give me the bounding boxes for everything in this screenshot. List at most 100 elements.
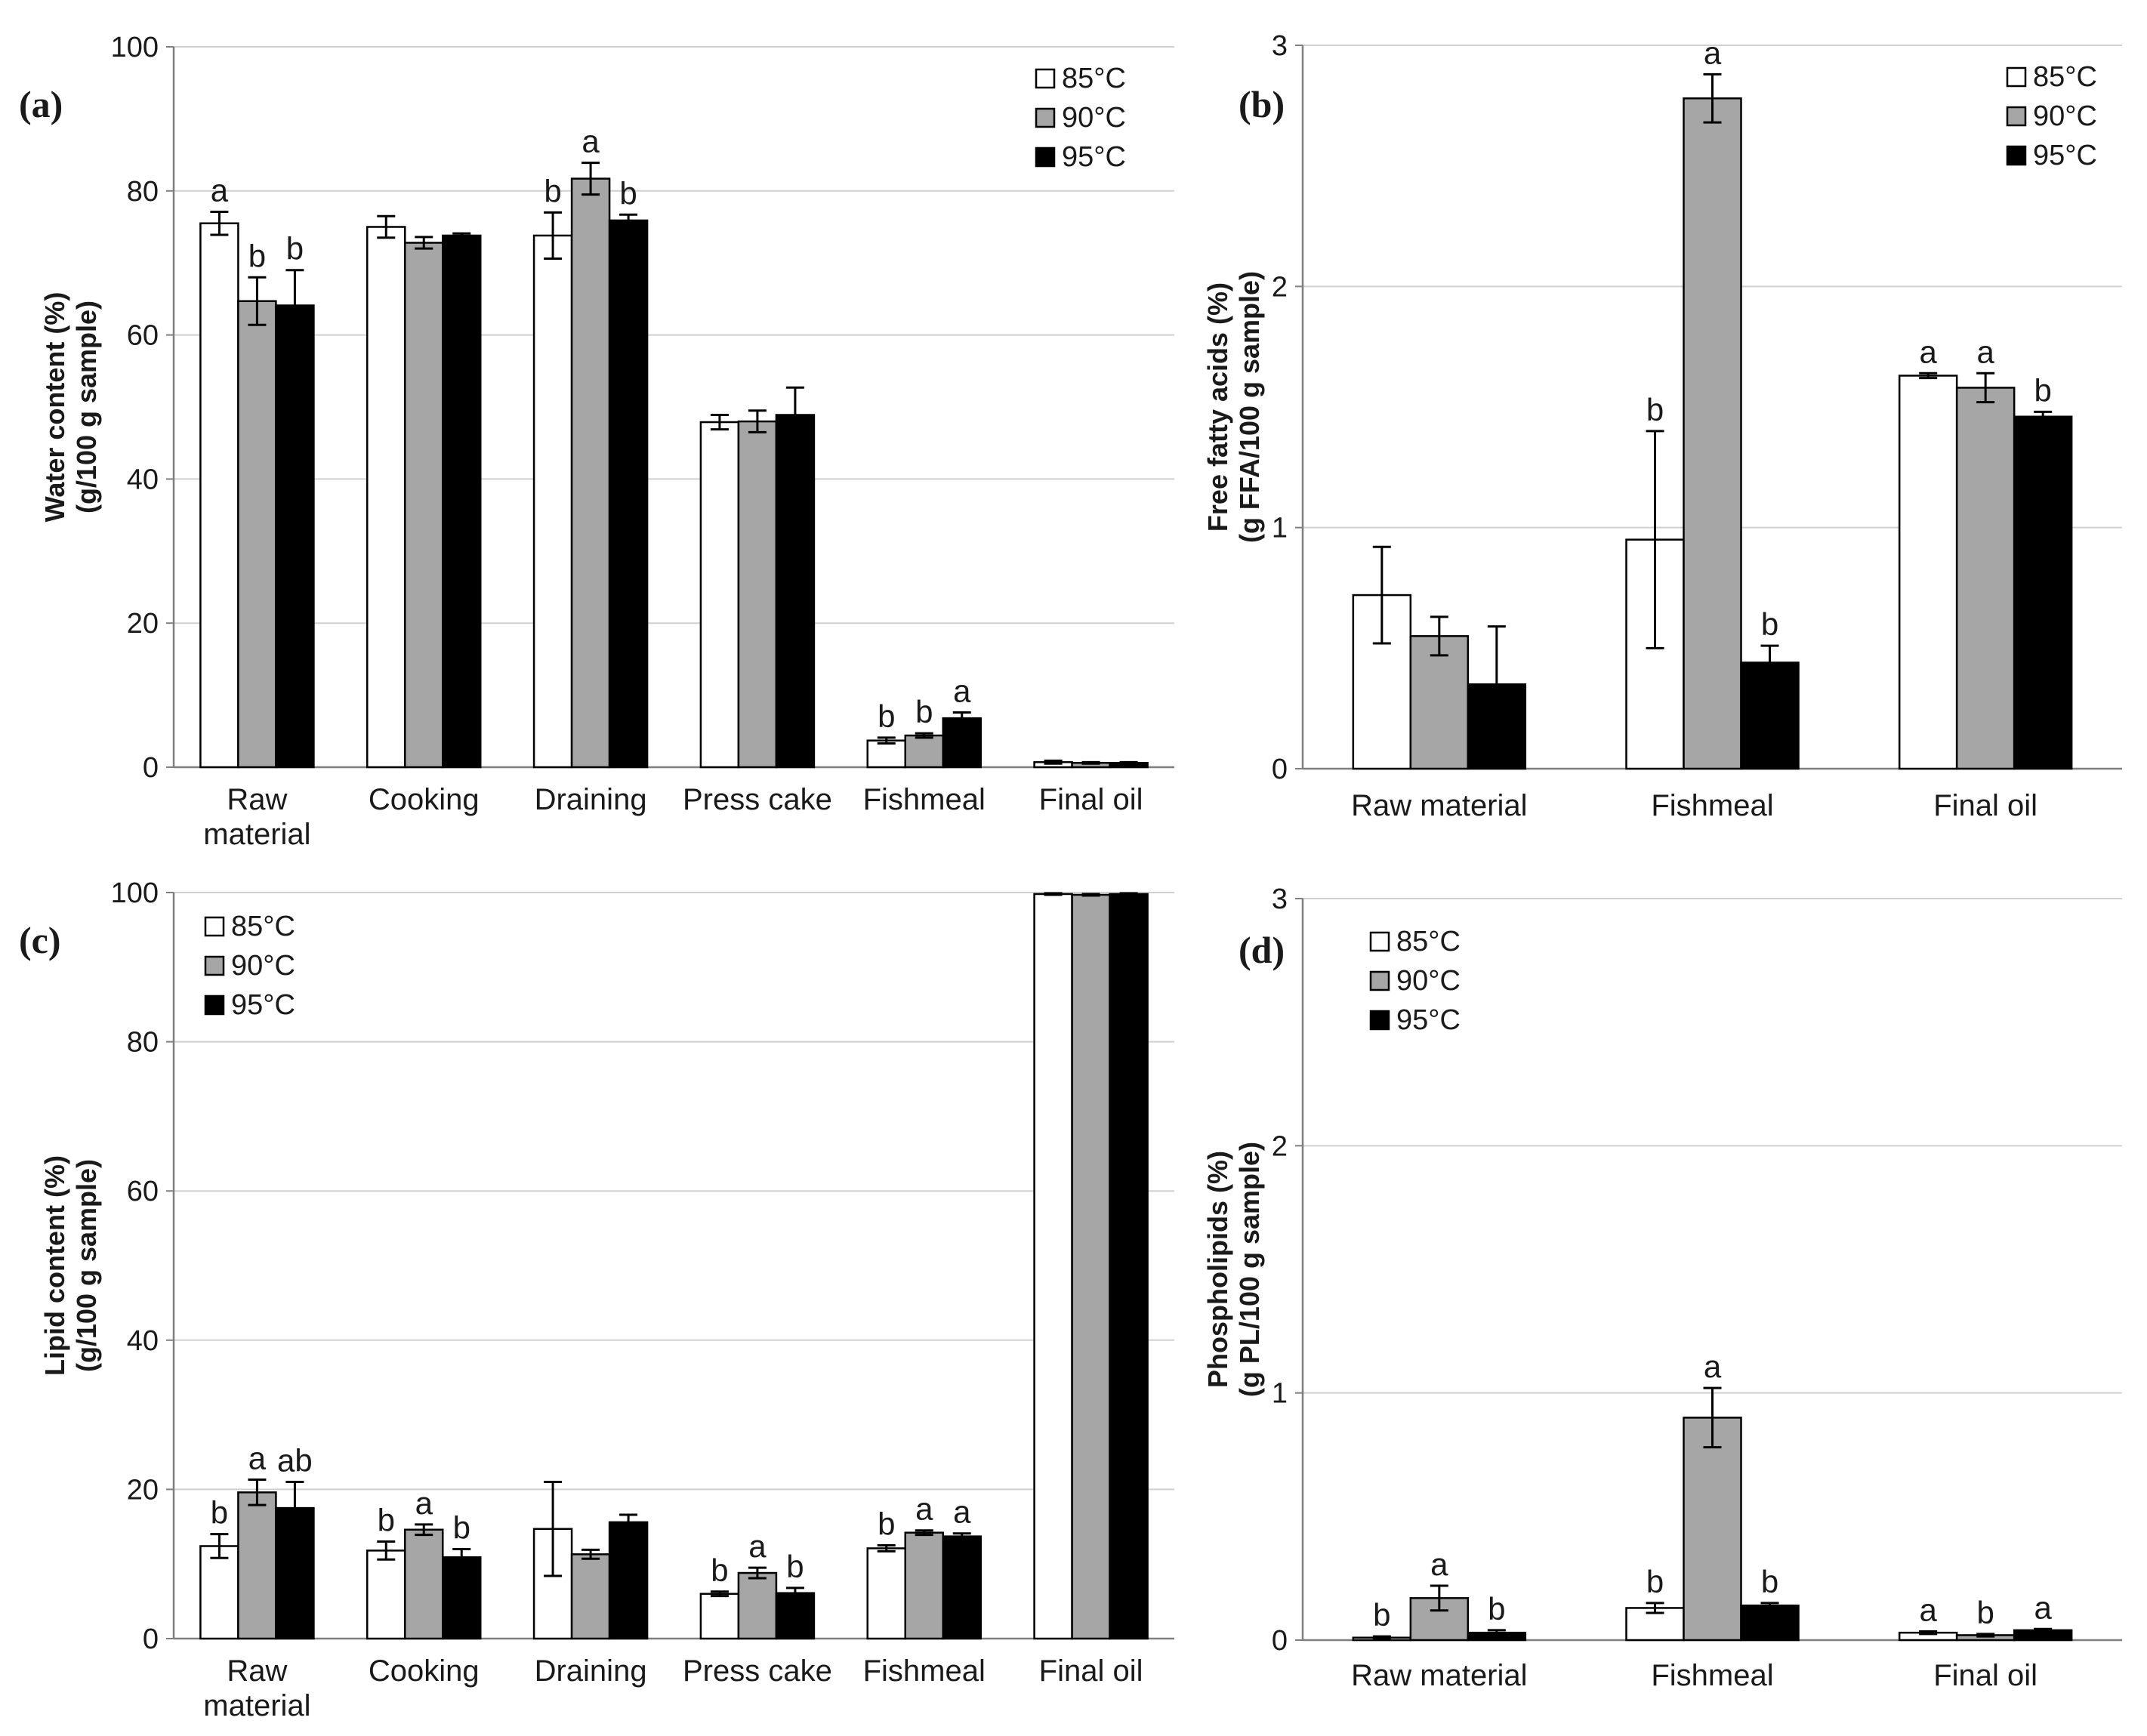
legend-swatch-95-c bbox=[1369, 1010, 1390, 1031]
significance-label: a bbox=[415, 1485, 433, 1521]
error-bar-a-raw-material-90-c bbox=[248, 276, 267, 326]
x-category-label-raw-material: Raw material bbox=[203, 1654, 310, 1722]
y-tick-label: 1 bbox=[1272, 1378, 1288, 1410]
error-bar-c-final-oil-85-c bbox=[1044, 892, 1063, 896]
x-category-label-draining: Draining bbox=[535, 783, 647, 816]
significance-label: b bbox=[453, 1509, 470, 1545]
error-bar-a-raw-material-85-c bbox=[210, 210, 229, 236]
y-tick-label: 0 bbox=[143, 752, 159, 784]
x-category-label-cooking: Cooking bbox=[369, 1654, 480, 1688]
x-category-label-fishmeal: Fishmeal bbox=[863, 783, 986, 816]
significance-label: b bbox=[378, 1503, 395, 1538]
x-category-label-raw-material: Raw material bbox=[203, 783, 310, 851]
error-bar-d-fishmeal-85-c bbox=[1646, 1602, 1664, 1614]
y-axis-title-line1: Water content (%) bbox=[39, 292, 70, 523]
legend-swatch-95-c bbox=[2006, 145, 2027, 166]
significance-label: a bbox=[1704, 35, 1722, 70]
legend-c: 85°C 90°C 95°C bbox=[204, 911, 295, 1021]
significance-label: a bbox=[248, 1441, 267, 1476]
bar-a-cooking-90-c bbox=[404, 242, 444, 769]
bar-a-draining-85-c bbox=[532, 234, 573, 769]
bar-b-final-oil-95-c bbox=[2013, 415, 2073, 770]
bar-a-raw-material-90-c bbox=[237, 300, 277, 769]
error-bar-c-raw-material-85-c bbox=[210, 1533, 229, 1559]
error-bar-c-final-oil-95-c bbox=[1119, 892, 1138, 896]
y-tick-label: 20 bbox=[127, 608, 159, 640]
error-bar-d-final-oil-95-c bbox=[2034, 1627, 2053, 1633]
significance-label: a bbox=[1919, 334, 1937, 369]
significance-label: a bbox=[211, 172, 229, 208]
bar-a-fishmeal-85-c bbox=[866, 739, 906, 769]
x-category-label-fishmeal: Fishmeal bbox=[1651, 1659, 1773, 1692]
error-bar-c-raw-material-95-c bbox=[285, 1481, 304, 1536]
error-bar-d-fishmeal-90-c bbox=[1703, 1386, 1722, 1449]
error-bar-b-raw-material-85-c bbox=[1372, 545, 1391, 645]
error-bar-c-fishmeal-85-c bbox=[877, 1544, 896, 1553]
chart-panel-c: 0 20 40 60 80 100 (c) Lipid content (%) (g/100 g… bbox=[19, 877, 1174, 1722]
y-tick-label: 40 bbox=[127, 464, 159, 495]
legend-swatch-95-c bbox=[1035, 146, 1056, 168]
significance-label: a bbox=[915, 1491, 933, 1527]
error-bar-d-raw-material-95-c bbox=[1487, 1629, 1506, 1636]
significance-label: b bbox=[248, 238, 266, 273]
legend-swatch-85-c bbox=[204, 916, 225, 937]
error-bar-a-draining-85-c bbox=[544, 211, 563, 260]
error-bar-a-cooking-85-c bbox=[377, 214, 396, 239]
legend-label-90-c: 90°C bbox=[1062, 102, 1126, 134]
x-category-label-final-oil: Final oil bbox=[1933, 789, 2037, 822]
legend-label-85-c: 85°C bbox=[1396, 926, 1461, 957]
chart-panel-b: 0 1 2 3 (b) Free fatty acids (%) (g FFA/100 g … bbox=[1202, 30, 2122, 822]
legend-swatch-90-c bbox=[204, 955, 225, 976]
x-category-label-raw-material: Raw material bbox=[1351, 789, 1527, 822]
legend-swatch-85-c bbox=[1035, 68, 1056, 89]
bar-c-cooking-95-c bbox=[442, 1556, 482, 1640]
bar-a-press-cake-85-c bbox=[699, 421, 740, 769]
bar-d-fishmeal-90-c bbox=[1683, 1417, 1742, 1642]
x-category-label-final-oil: Final oil bbox=[1933, 1659, 2037, 1692]
error-bar-a-draining-95-c bbox=[619, 213, 638, 228]
x-category-label-cooking: Cooking bbox=[369, 783, 480, 816]
significance-label: a bbox=[2034, 1590, 2052, 1625]
legend-swatch-85-c bbox=[1369, 931, 1390, 952]
y-axis-title-line2: (g FFA/100 g sample) bbox=[1234, 271, 1265, 543]
error-bar-a-cooking-90-c bbox=[415, 236, 433, 250]
error-bar-a-draining-90-c bbox=[581, 162, 600, 196]
bar-c-press-cake-85-c bbox=[699, 1593, 740, 1640]
y-axis-title-line1: Free fatty acids (%) bbox=[1202, 282, 1233, 532]
error-bar-d-fishmeal-95-c bbox=[1760, 1602, 1779, 1609]
legend-label-95-c: 95°C bbox=[2033, 140, 2097, 171]
significance-label: b bbox=[619, 175, 637, 211]
bar-c-draining-95-c bbox=[608, 1521, 649, 1640]
error-bar-a-press-cake-95-c bbox=[785, 386, 804, 444]
error-bar-d-raw-material-85-c bbox=[1372, 1635, 1391, 1640]
x-category-label-press-cake: Press cake bbox=[683, 1654, 832, 1688]
bar-a-cooking-95-c bbox=[442, 234, 482, 769]
bar-c-final-oil-85-c bbox=[1033, 893, 1073, 1640]
y-axis-title-line2: (g/100 g sample) bbox=[71, 301, 102, 513]
panel-label: (d) bbox=[1239, 929, 1285, 971]
significance-label: a bbox=[1430, 1546, 1448, 1582]
panel-label: (b) bbox=[1239, 83, 1285, 125]
significance-label: a bbox=[748, 1528, 767, 1564]
legend-label-85-c: 85°C bbox=[2033, 61, 2097, 93]
error-bar-c-press-cake-95-c bbox=[785, 1586, 804, 1600]
legend-label-90-c: 90°C bbox=[2033, 100, 2097, 132]
error-bar-c-fishmeal-90-c bbox=[915, 1529, 933, 1537]
bar-a-draining-90-c bbox=[570, 177, 611, 769]
legend-label-85-c: 85°C bbox=[231, 911, 295, 942]
legend-a: 85°C 90°C 95°C bbox=[1035, 63, 1126, 173]
significance-label: b bbox=[2034, 372, 2051, 408]
y-tick-label: 100 bbox=[111, 877, 159, 909]
bar-b-fishmeal-90-c bbox=[1683, 97, 1742, 770]
significance-label: b bbox=[1646, 392, 1664, 427]
x-category-label-fishmeal: Fishmeal bbox=[863, 1654, 986, 1688]
legend-swatch-90-c bbox=[2006, 106, 2027, 127]
legend-b: 85°C 90°C 95°C bbox=[2006, 61, 2097, 171]
bar-c-press-cake-95-c bbox=[775, 1592, 816, 1640]
significance-label: b bbox=[1761, 1564, 1778, 1599]
bar-c-raw-material-90-c bbox=[237, 1491, 277, 1640]
legend-label-85-c: 85°C bbox=[1062, 63, 1126, 94]
y-tick-label: 60 bbox=[127, 1176, 159, 1207]
y-tick-label: 40 bbox=[127, 1325, 159, 1357]
bar-a-raw-material-85-c bbox=[199, 222, 239, 769]
